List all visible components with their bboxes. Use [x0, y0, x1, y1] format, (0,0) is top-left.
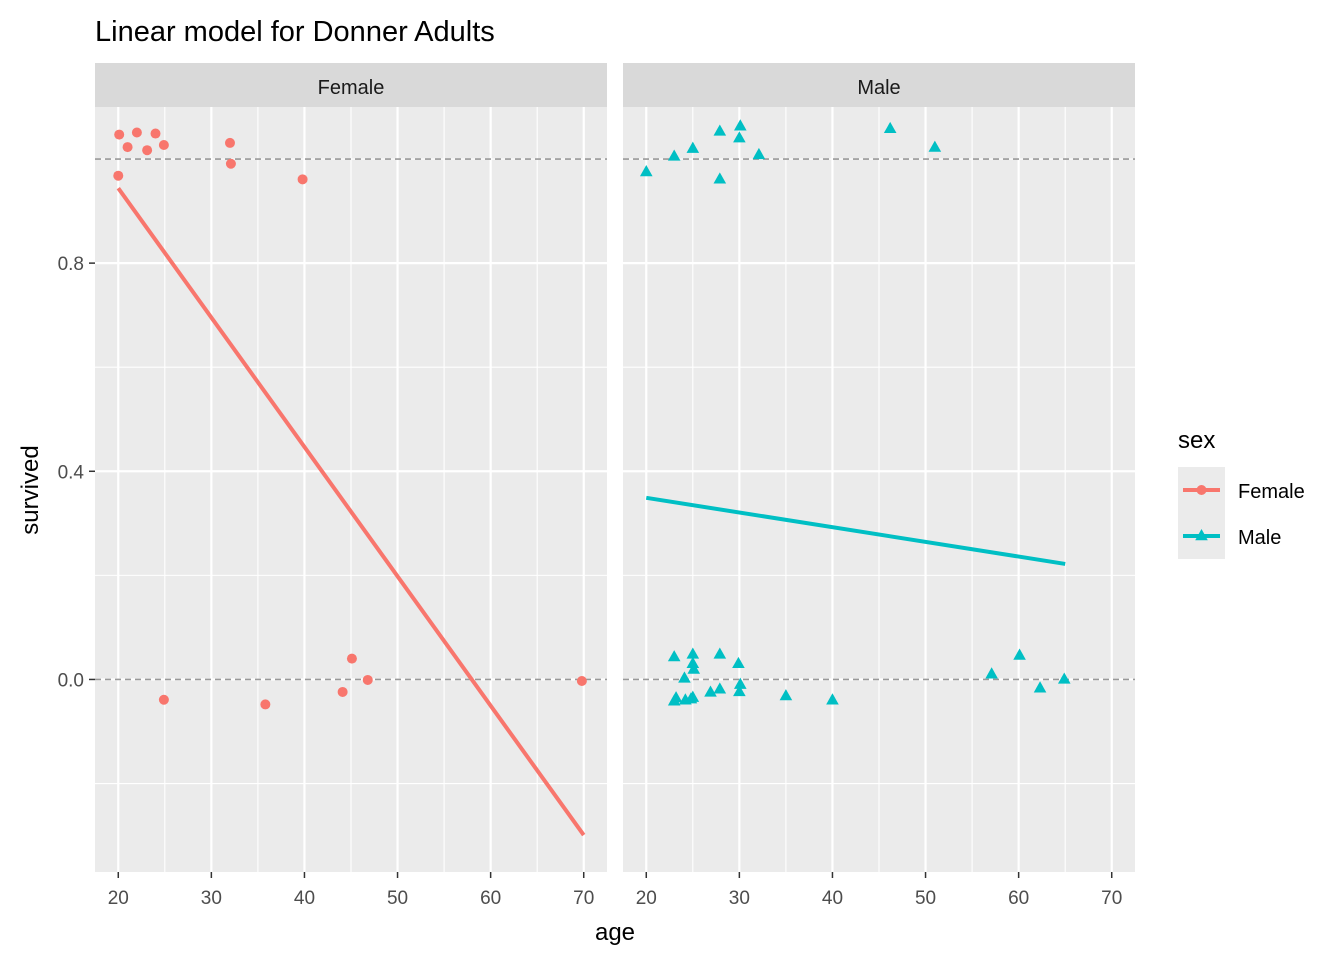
data-point-male: [985, 667, 998, 679]
data-point-female: [297, 174, 308, 185]
x-tick-label: 30: [201, 888, 222, 909]
x-axis: 20 30 40 50 60 70 20 30 40 50 60 70: [108, 872, 1122, 909]
facet-strip-label-female: Female: [318, 77, 385, 99]
data-point-male: [1033, 681, 1047, 693]
facet-panel-female: Female: [95, 63, 607, 872]
data-point-female: [131, 127, 142, 138]
data-point-female: [113, 170, 124, 181]
x-tick-label: 40: [294, 888, 315, 909]
legend-label-female: Female: [1238, 481, 1305, 503]
plot-content-male: [623, 107, 1135, 872]
data-point-female: [142, 145, 153, 156]
legend-marker-female: [1196, 485, 1207, 495]
data-point-male: [883, 121, 897, 134]
x-tick-label: 50: [915, 888, 936, 909]
x-tick-label: 20: [636, 888, 657, 909]
data-point-male: [686, 647, 700, 659]
data-point-male: [1057, 672, 1071, 684]
data-point-male: [752, 147, 766, 160]
data-point-female: [150, 128, 161, 139]
data-point-male: [713, 682, 727, 694]
facet-strip-male: [623, 63, 1135, 107]
data-point-male: [1013, 648, 1026, 660]
data-point-male: [669, 691, 683, 703]
legend: sex Female Male: [1178, 427, 1305, 559]
data-point-male: [686, 141, 700, 153]
data-point-female: [260, 699, 271, 710]
data-point-female: [362, 674, 373, 685]
chart-title: Linear model for Donner Adults: [95, 16, 495, 48]
data-point-male: [686, 656, 700, 669]
data-point-male: [733, 119, 747, 131]
y-tick-label: 0.4: [58, 462, 85, 483]
data-point-female: [337, 686, 348, 697]
data-point-female: [224, 137, 235, 148]
x-tick-label: 30: [729, 888, 750, 909]
data-point-male: [733, 131, 746, 143]
data-point-male: [928, 140, 942, 152]
data-point-female: [122, 142, 133, 153]
data-point-male: [713, 124, 727, 136]
data-point-male: [686, 690, 700, 702]
fit-line-male: [645, 495, 1066, 566]
data-point-female: [225, 158, 236, 169]
x-tick-label: 60: [480, 888, 501, 909]
data-point-male: [713, 647, 727, 659]
facet-strip-label-male: Male: [857, 77, 900, 99]
data-point-male: [779, 689, 793, 701]
data-point-male: [826, 693, 839, 705]
data-point-female: [158, 694, 169, 705]
data-point-female: [576, 676, 587, 687]
data-point-male: [678, 671, 691, 683]
plot-content-female: [95, 107, 607, 872]
legend-key-glyphs: [1183, 485, 1220, 541]
y-tick-label: 0.0: [58, 670, 84, 691]
x-tick-label: 60: [1008, 888, 1029, 909]
fit-line-female: [116, 187, 586, 837]
data-point-male: [733, 684, 746, 697]
y-tick-label: 0.8: [58, 254, 84, 275]
facet-panel-male: Male: [623, 63, 1135, 872]
x-tick-label: 70: [573, 888, 594, 909]
x-tick-label: 50: [387, 888, 408, 909]
y-axis-title: survived: [17, 445, 44, 534]
data-point-male: [732, 656, 745, 669]
facet-strip-female: [95, 63, 607, 107]
x-tick-label: 70: [1101, 888, 1122, 909]
data-point-male: [733, 677, 747, 689]
y-axis: 0.0 0.4 0.8: [58, 254, 95, 691]
data-point-female: [158, 139, 169, 150]
data-point-male: [713, 172, 727, 184]
data-point-male: [667, 149, 681, 161]
data-point-male: [639, 165, 653, 177]
x-tick-label: 20: [108, 888, 129, 909]
legend-label-male: Male: [1238, 527, 1281, 549]
data-point-female: [346, 653, 357, 664]
data-point-female: [114, 129, 125, 140]
data-point-male: [667, 650, 681, 662]
data-point-male: [704, 685, 717, 697]
x-tick-label: 40: [822, 888, 843, 909]
x-axis-title: age: [595, 919, 635, 946]
legend-title: sex: [1178, 427, 1215, 454]
data-point-male: [687, 662, 701, 674]
legend-marker-male: [1195, 529, 1208, 541]
